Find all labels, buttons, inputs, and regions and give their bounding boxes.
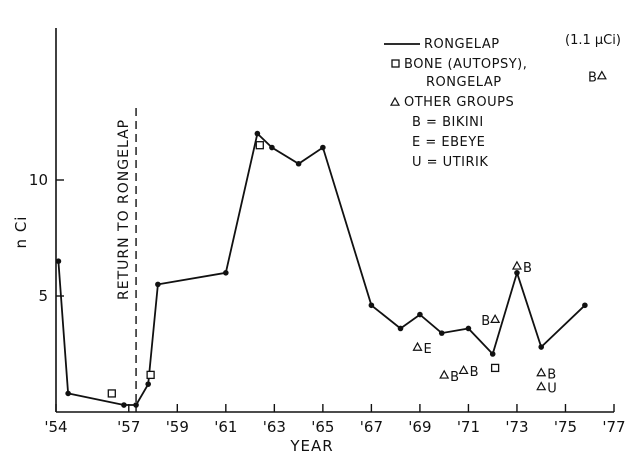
- return-to-rongelap-label: RETURN TO RONGELAP: [116, 119, 132, 300]
- rongelap-line: [57, 131, 586, 406]
- x-tick-label: '63: [263, 418, 286, 436]
- other-group-label: B: [547, 368, 556, 383]
- other-group-label: U: [547, 381, 557, 396]
- other-group-point: [439, 369, 450, 379]
- rongelap-point: [254, 130, 261, 137]
- legend-label: B = BIKINI: [412, 115, 484, 130]
- x-tick-label: '71: [457, 418, 480, 436]
- other-group-label: B: [470, 365, 479, 380]
- x-ticks: '54 '57 '59 '61 '63 '65 '67 '69 '71 '73 '75 '77: [44, 404, 626, 436]
- y-tick-label: 5: [38, 287, 48, 305]
- other-group-label: B: [588, 71, 597, 86]
- other-group-label: B: [450, 370, 459, 385]
- legend-triangle-swatch: [389, 96, 401, 106]
- y-axis-title: n Ci: [12, 216, 30, 249]
- rongelap-point: [55, 258, 62, 265]
- rongelap-point: [223, 270, 229, 276]
- rongelap-point: [465, 325, 472, 332]
- legend-label: E = EBEYE: [412, 135, 485, 150]
- rongelap-point: [295, 160, 302, 167]
- offscale-note: (1.1 μCi): [565, 33, 621, 48]
- rongelap-point: [514, 270, 520, 276]
- legend-label: OTHER GROUPS: [404, 95, 514, 110]
- other-group-point: [536, 381, 547, 391]
- rongelap-point: [368, 302, 375, 309]
- x-tick-label: '73: [505, 418, 528, 436]
- bone-autopsy-point: [107, 389, 116, 398]
- other-group-label: B: [481, 314, 490, 329]
- legend-label: RONGELAP: [424, 37, 500, 52]
- legend-label: BONE (AUTOPSY),: [404, 57, 527, 72]
- x-axis-title: YEAR: [289, 437, 333, 455]
- x-tick-label: '61: [214, 418, 237, 436]
- rongelap-point: [133, 402, 139, 408]
- legend: RONGELAP BONE (AUTOPSY), RONGELAP OTHER GRO…: [384, 37, 527, 170]
- other-group-label: E: [423, 342, 431, 357]
- x-tick-label: '57: [117, 418, 140, 436]
- other-group-point: [458, 365, 469, 375]
- other-group-point: [536, 367, 547, 377]
- rongelap-point: [65, 390, 71, 397]
- x-tick-label: '54: [44, 418, 67, 436]
- legend-label: U = UTIRIK: [412, 155, 488, 170]
- rongelap-point: [438, 330, 445, 336]
- rongelap-point: [121, 402, 127, 408]
- bone-autopsy-point: [255, 141, 264, 150]
- x-tick-label: '77: [602, 418, 625, 436]
- other-group-point: [511, 260, 522, 270]
- other-group-label: B: [523, 261, 532, 276]
- rongelap-point: [489, 351, 496, 357]
- rongelap-point: [538, 344, 545, 350]
- other-group-point: [596, 70, 607, 80]
- bone-autopsy-point: [490, 363, 500, 373]
- rongelap-point: [397, 325, 404, 332]
- bone-autopsy-point: [146, 370, 155, 380]
- rongelap-point: [269, 144, 275, 151]
- rongelap-point: [145, 381, 151, 387]
- legend-label: RONGELAP: [426, 75, 502, 90]
- rongelap-series: [55, 130, 588, 408]
- rongelap-point: [320, 144, 326, 151]
- x-tick-label: '67: [360, 418, 383, 436]
- bone-autopsy-points: [107, 141, 500, 398]
- other-group-point: [490, 313, 501, 323]
- rongelap-point: [417, 311, 423, 318]
- y-tick-label: 10: [29, 171, 48, 189]
- legend-square-swatch: [391, 59, 400, 68]
- rongelap-point: [582, 302, 588, 309]
- x-tick-label: '65: [311, 418, 334, 436]
- y-ticks: 5 10: [29, 171, 64, 305]
- rongelap-point: [155, 281, 161, 288]
- x-tick-label: '69: [408, 418, 431, 436]
- x-tick-label: '59: [166, 418, 189, 436]
- x-tick-label: '75: [554, 418, 577, 436]
- other-group-point: [412, 341, 423, 351]
